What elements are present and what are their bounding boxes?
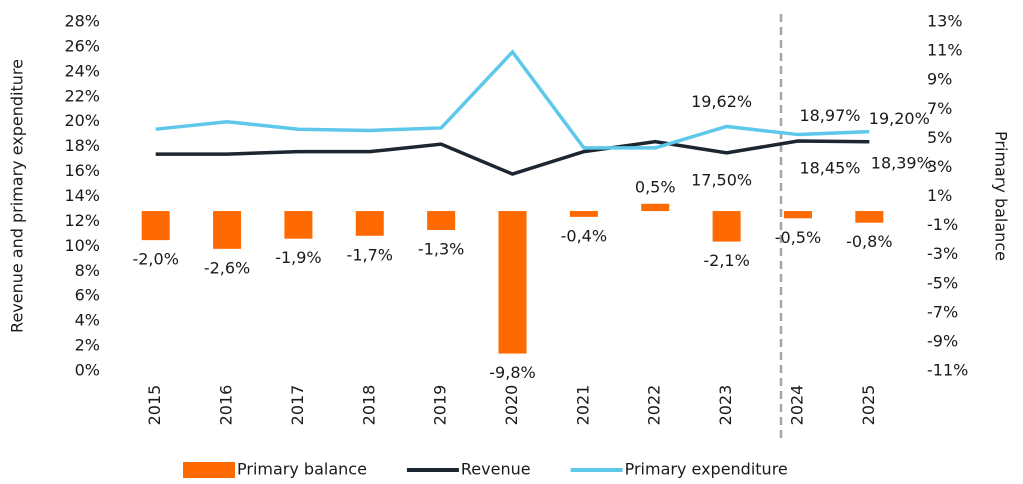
bar-value-label: 0,5% (635, 177, 676, 196)
legend-label: Revenue (461, 460, 531, 479)
bar (855, 211, 884, 223)
bar-value-label: -2,6% (204, 258, 250, 277)
x-tick-label: 2019 (431, 385, 450, 426)
y2-tick-label: 7% (927, 99, 952, 118)
y2-tick-label: 5% (927, 128, 952, 147)
y2-tick-label: 1% (927, 186, 952, 205)
bar-value-label: -1,3% (418, 239, 464, 258)
bar (498, 211, 527, 354)
bar (712, 211, 741, 242)
y2-tick-label: -7% (927, 302, 958, 321)
y-tick-label: 2% (75, 336, 100, 355)
y-tick-label: 16% (64, 161, 100, 180)
y2-tick-label: -9% (927, 331, 958, 350)
y-tick-label: 20% (64, 111, 100, 130)
y2-tick-label: 13% (927, 12, 963, 31)
y2-tick-label: 9% (927, 70, 952, 89)
y-axis-title: Revenue and primary expenditure (8, 59, 27, 333)
y-tick-label: 22% (64, 86, 100, 105)
y2-axis-title: Primary balance (992, 131, 1011, 261)
y-tick-label: 6% (75, 286, 100, 305)
x-tick-label: 2018 (359, 385, 378, 426)
y2-tick-label: -1% (927, 215, 958, 234)
bar (783, 211, 812, 219)
line (155, 139, 870, 176)
bar-value-label: -2,1% (703, 251, 749, 270)
bar (355, 211, 384, 236)
y-tick-label: 24% (64, 61, 100, 80)
y-tick-label: 26% (64, 36, 100, 55)
line-value-label: 19,62% (691, 92, 752, 111)
line (155, 49, 870, 150)
y2-tick-label: 11% (927, 41, 963, 60)
y-tick-label: 14% (64, 186, 100, 205)
y-tick-label: 10% (64, 236, 100, 255)
y2-tick-label: -5% (927, 273, 958, 292)
y-tick-label: 0% (75, 361, 100, 380)
line-value-label: 18,97% (799, 106, 860, 125)
x-tick-label: 2021 (573, 385, 592, 426)
bar (213, 211, 242, 249)
bar (569, 211, 598, 217)
bar-value-label: -2,0% (132, 250, 178, 269)
x-tick-label: 2025 (859, 385, 878, 426)
x-tick-label: 2015 (145, 385, 164, 426)
y-tick-label: 12% (64, 211, 100, 230)
x-tick-label: 2020 (502, 385, 521, 426)
x-tick-label: 2024 (787, 385, 806, 426)
y-tick-label: 18% (64, 136, 100, 155)
line-value-label: 19,20% (869, 109, 930, 128)
line-value-label: 18,45% (799, 159, 860, 178)
x-tick-label: 2023 (716, 385, 735, 426)
x-tick-label: 2022 (645, 385, 664, 426)
bar-value-label: -1,9% (275, 248, 321, 267)
bar (284, 211, 313, 239)
bar-value-label: -0,4% (561, 226, 607, 245)
y-tick-label: 28% (64, 12, 100, 31)
y-tick-label: 8% (75, 261, 100, 280)
y2-tick-label: -3% (927, 244, 958, 263)
bar-value-label: -0,8% (846, 232, 892, 251)
line-value-label: 18,39% (871, 153, 932, 172)
bar-value-label: -0,5% (775, 228, 821, 247)
line-value-label: 17,50% (691, 170, 752, 189)
x-tick-label: 2017 (288, 385, 307, 426)
bar-value-label: -1,7% (347, 245, 393, 264)
legend-label: Primary expenditure (625, 460, 788, 479)
y2-tick-label: -11% (927, 361, 968, 380)
y2-tick-label: 3% (927, 157, 952, 176)
bar (641, 203, 670, 212)
bar (141, 211, 170, 241)
x-tick-label: 2016 (217, 385, 236, 426)
bar (427, 211, 456, 230)
y-tick-label: 4% (75, 311, 100, 330)
legend-label: Primary balance (237, 460, 367, 479)
legend-swatch (183, 462, 235, 478)
bar-value-label: -9,8% (489, 363, 535, 382)
